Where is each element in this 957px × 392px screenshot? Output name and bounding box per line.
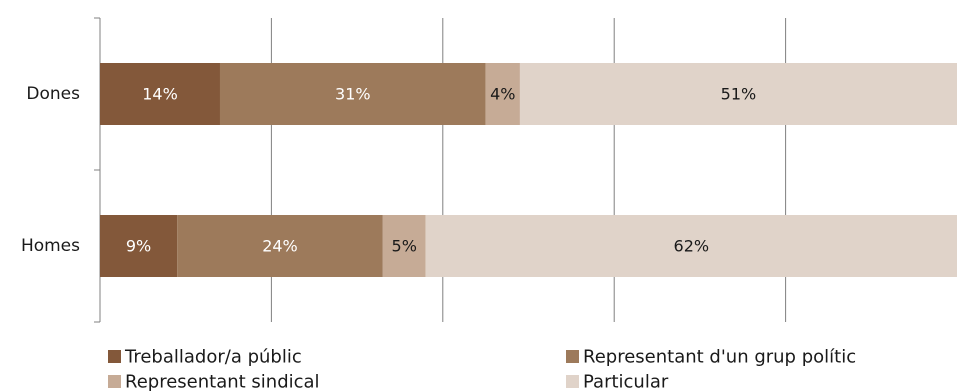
bar-segment-homes-1 [177,215,383,277]
bar-segment-dones-1 [219,63,486,125]
bar-segment-dones-0 [100,63,220,125]
legend-label: Particular [583,372,669,392]
data-label: 31% [335,85,371,104]
legend-label: Treballador/a públic [124,347,302,368]
category-labels: Dones Homes [21,84,80,256]
bar-segment-homes-0 [100,215,178,277]
legend-label: Representant sindical [125,372,320,392]
legend: Treballador/a públic Representant d'un gr… [108,347,856,392]
category-label-homes: Homes [21,236,80,256]
bar-segment-dones-2 [485,63,520,125]
category-label-dones: Dones [26,84,80,104]
bar-segment-dones-3 [519,63,957,125]
bar-segment-homes-3 [425,215,957,277]
bar-segment-homes-2 [382,215,426,277]
legend-swatch [108,375,121,388]
legend-swatch [108,350,121,363]
data-label: 9% [126,237,151,256]
data-label: 24% [262,237,298,256]
data-label: 51% [721,85,757,104]
bar-segments: 14% 31% 4% 51% 9% 24% 5% 62% [100,63,957,277]
data-label: 5% [392,237,417,256]
data-label: 62% [674,237,710,256]
category-axis [94,17,101,323]
legend-swatch [566,350,579,363]
legend-label: Representant d'un grup polític [583,347,856,368]
data-label: 14% [142,85,178,104]
data-label: 4% [490,85,515,104]
legend-swatch [566,375,579,388]
